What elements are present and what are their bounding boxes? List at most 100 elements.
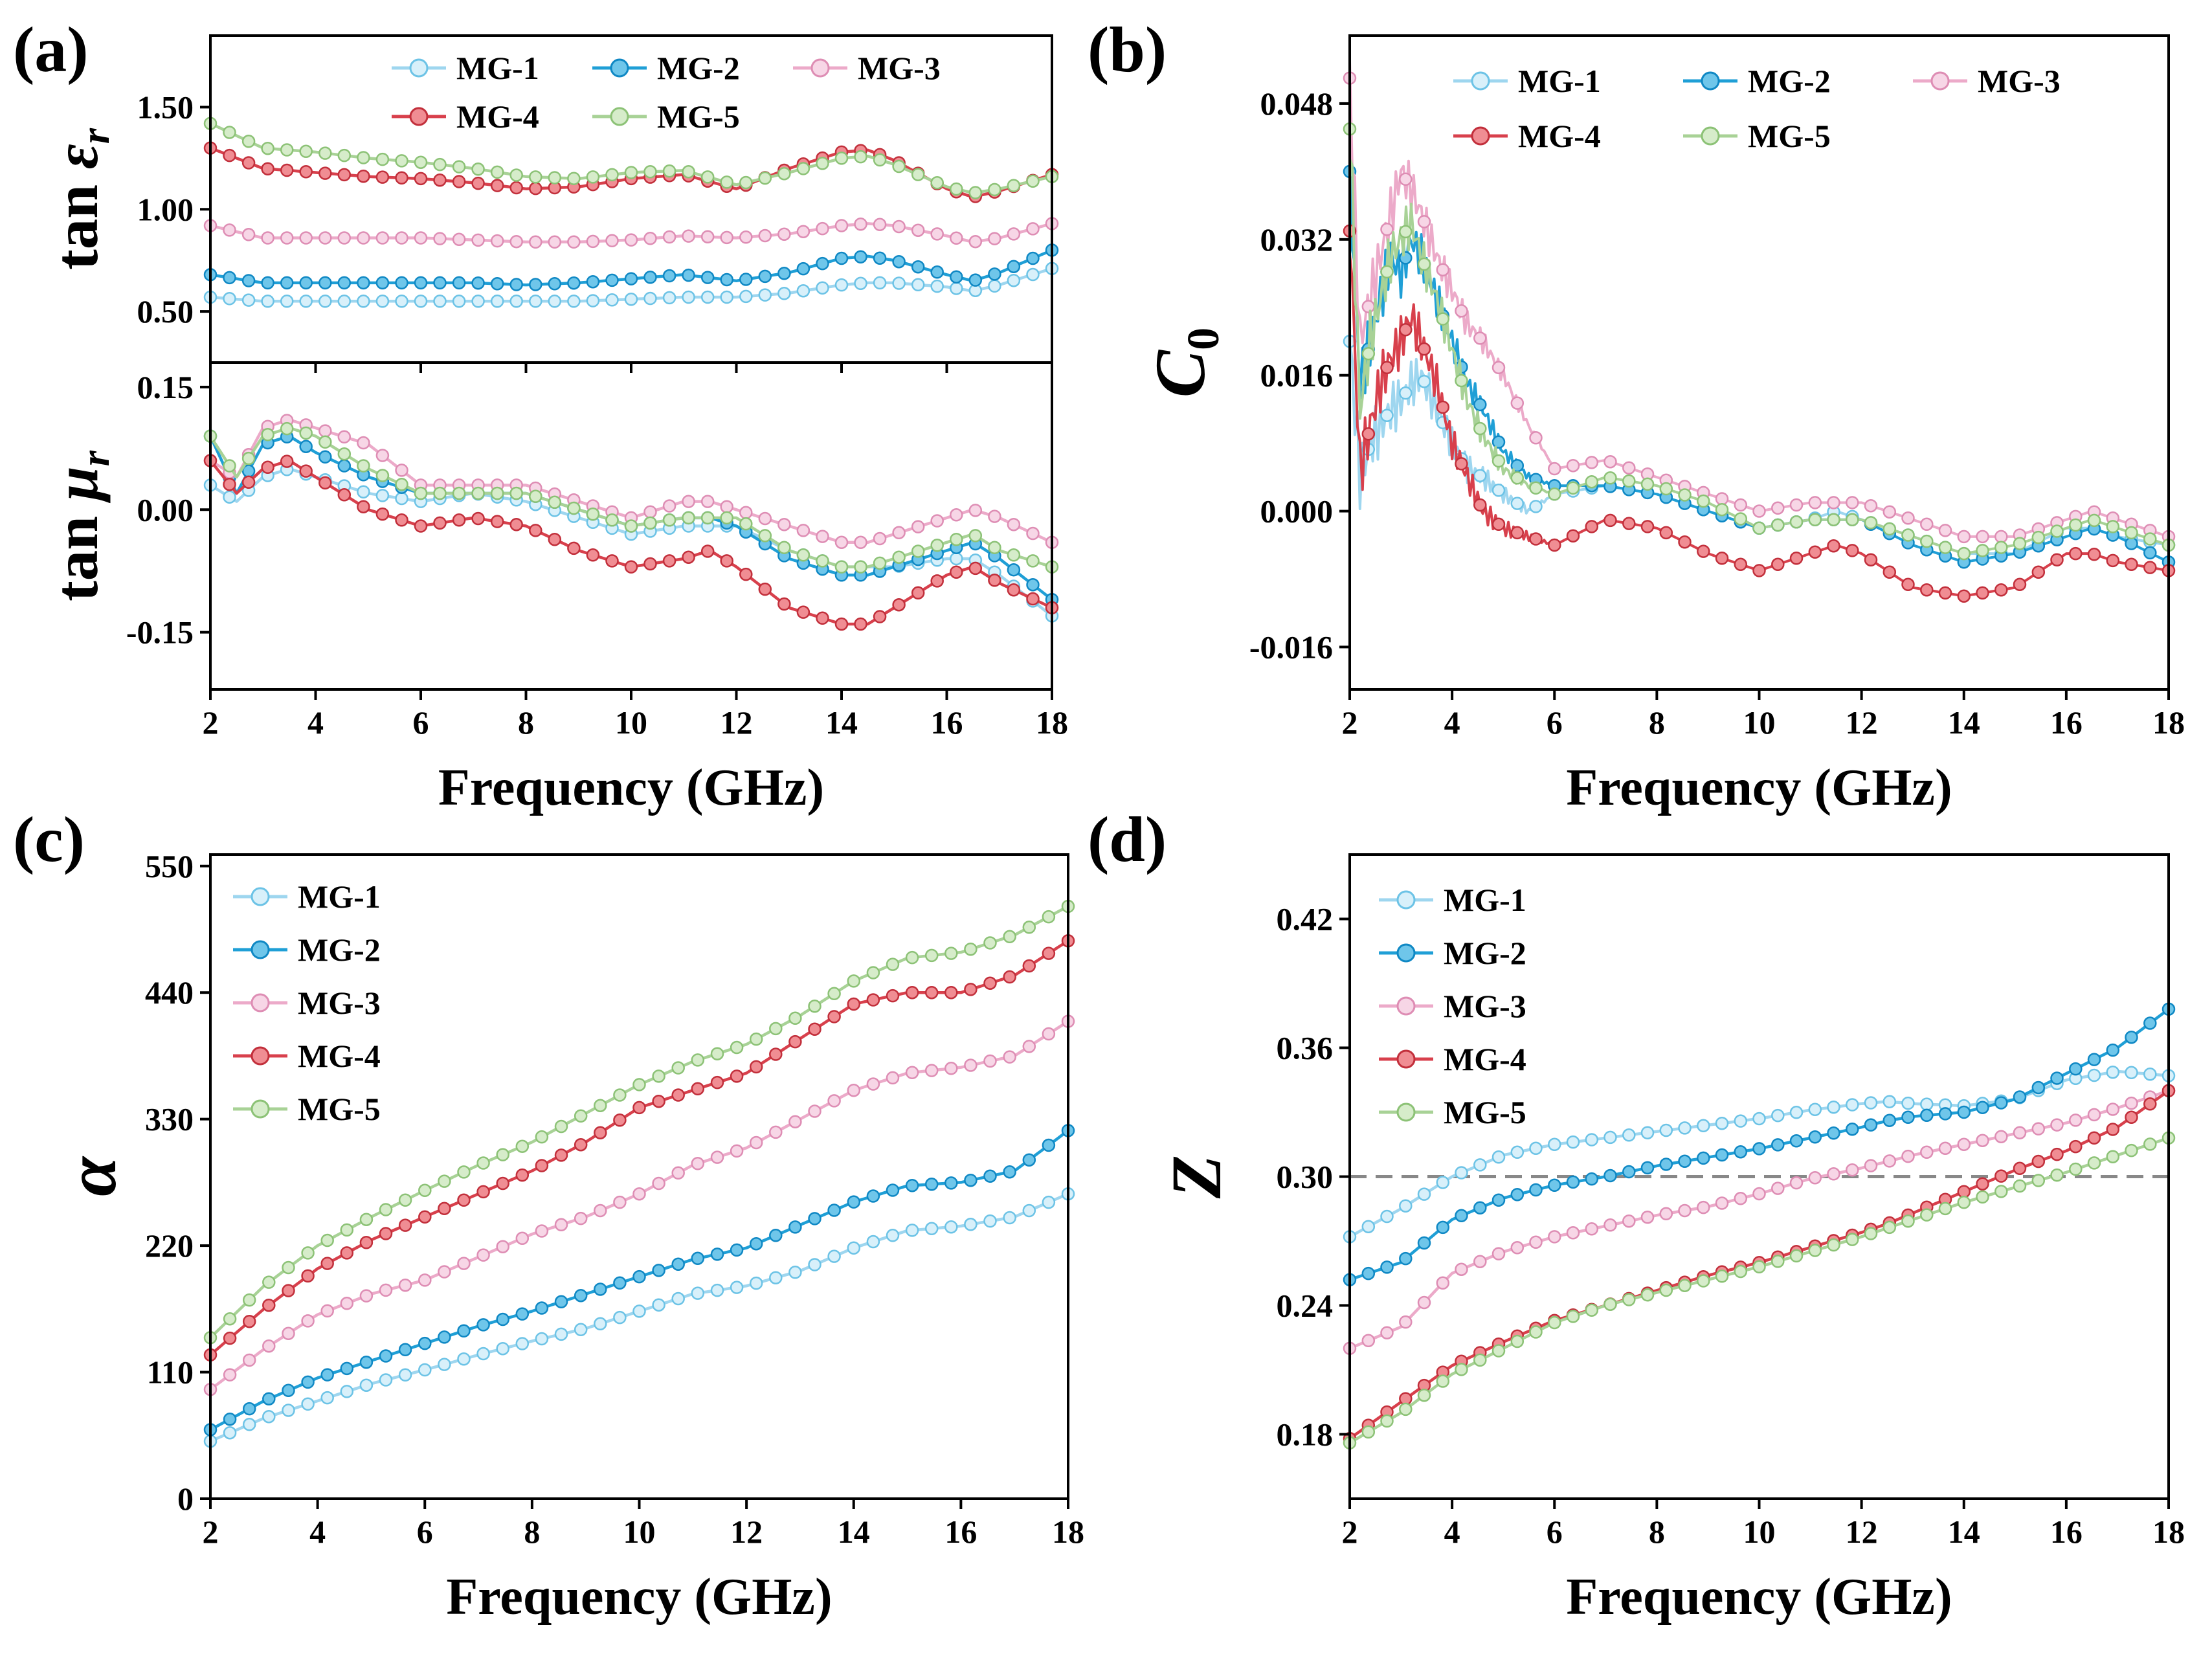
data-point bbox=[357, 459, 370, 473]
data-point bbox=[476, 1185, 490, 1199]
data-point bbox=[320, 1233, 334, 1248]
data-point bbox=[988, 267, 1001, 281]
data-point bbox=[930, 514, 944, 528]
data-point bbox=[605, 293, 619, 307]
legend-label: MG-3 bbox=[1444, 988, 1526, 1024]
data-point bbox=[1882, 565, 1897, 579]
data-point bbox=[515, 1231, 530, 1246]
data-point bbox=[1957, 1137, 1971, 1152]
data-point bbox=[2050, 1147, 2064, 1161]
y-tick-label: 0.50 bbox=[137, 293, 194, 330]
x-tick-label: 12 bbox=[1846, 704, 1878, 741]
data-point bbox=[1436, 1220, 1450, 1235]
legend-label: MG-3 bbox=[1978, 63, 2061, 99]
data-point bbox=[452, 513, 466, 527]
legend-entry-mg-3: MG-3 bbox=[793, 50, 941, 86]
y-axis-title-z: Z bbox=[1157, 1155, 1236, 1199]
data-point bbox=[1846, 1098, 1859, 1112]
legend-entry-mg-3: MG-3 bbox=[1379, 988, 1526, 1024]
data-point bbox=[758, 171, 772, 185]
data-point bbox=[567, 541, 581, 555]
data-point bbox=[749, 1060, 763, 1074]
data-point bbox=[567, 235, 581, 249]
data-point bbox=[1882, 505, 1897, 519]
data-point bbox=[968, 504, 983, 517]
data-point bbox=[1752, 1187, 1766, 1201]
x-tick-label: 4 bbox=[1444, 704, 1460, 741]
data-point bbox=[710, 1283, 724, 1297]
data-point bbox=[1752, 1260, 1766, 1274]
data-point bbox=[375, 469, 390, 482]
data-point bbox=[1640, 1126, 1655, 1139]
legend-marker bbox=[1396, 1102, 1416, 1122]
data-point bbox=[1994, 583, 2008, 597]
data-point bbox=[1678, 535, 1692, 549]
data-point bbox=[438, 1202, 451, 1216]
x-tick-label: 14 bbox=[1948, 1514, 1980, 1550]
y-tick-label: 0.24 bbox=[1277, 1288, 1334, 1324]
ylabel-subscript: r bbox=[74, 128, 118, 144]
data-point bbox=[223, 490, 236, 504]
data-point bbox=[613, 1088, 627, 1102]
data-point bbox=[1771, 1138, 1785, 1152]
data-point bbox=[2069, 1062, 2083, 1076]
series-line bbox=[209, 1020, 1069, 1391]
data-point bbox=[299, 144, 313, 159]
data-point bbox=[318, 146, 332, 160]
data-point bbox=[1003, 1211, 1016, 1225]
data-point bbox=[1399, 386, 1413, 400]
data-point bbox=[359, 1355, 374, 1369]
legend-marker bbox=[409, 107, 429, 126]
data-point bbox=[1436, 1276, 1450, 1290]
data-point bbox=[1510, 471, 1525, 485]
data-point bbox=[1846, 513, 1859, 526]
data-point bbox=[299, 440, 313, 453]
data-point bbox=[535, 1224, 549, 1238]
data-point bbox=[1957, 530, 1971, 544]
data-point bbox=[357, 276, 370, 290]
data-point bbox=[1920, 1208, 1934, 1222]
data-point bbox=[476, 1248, 490, 1262]
data-point bbox=[1734, 557, 1748, 572]
data-point bbox=[834, 151, 849, 165]
data-point bbox=[414, 231, 428, 245]
data-point bbox=[1640, 520, 1655, 533]
data-point bbox=[1734, 1192, 1748, 1205]
data-point bbox=[886, 989, 900, 1003]
data-point bbox=[2050, 553, 2064, 566]
data-point bbox=[535, 1159, 549, 1172]
data-point bbox=[1455, 374, 1468, 388]
x-tick-label: 18 bbox=[1036, 704, 1068, 741]
data-point bbox=[1938, 541, 1952, 554]
data-point bbox=[930, 574, 944, 588]
data-point bbox=[911, 544, 925, 558]
data-point bbox=[433, 173, 447, 187]
data-point bbox=[535, 1301, 549, 1315]
data-point bbox=[847, 1195, 861, 1209]
data-point bbox=[318, 231, 332, 245]
y-tick-label: 110 bbox=[147, 1354, 194, 1391]
data-point bbox=[490, 277, 504, 291]
data-point bbox=[1436, 1176, 1450, 1189]
x-axis-title: Frequency (GHz) bbox=[1566, 1569, 1952, 1626]
data-point bbox=[375, 276, 390, 290]
data-point bbox=[282, 1404, 295, 1417]
data-point bbox=[983, 936, 997, 950]
data-point bbox=[827, 1249, 841, 1263]
data-point bbox=[548, 277, 562, 291]
data-point bbox=[691, 1286, 705, 1300]
data-point bbox=[457, 1352, 471, 1366]
data-point bbox=[1473, 1158, 1487, 1172]
data-point bbox=[886, 1183, 900, 1197]
data-point bbox=[2069, 1162, 2083, 1176]
data-point bbox=[318, 476, 332, 490]
data-point bbox=[496, 1148, 509, 1161]
data-point bbox=[529, 278, 542, 291]
data-point bbox=[1994, 530, 2008, 544]
data-point bbox=[1771, 1108, 1785, 1123]
data-point bbox=[2125, 526, 2138, 540]
data-point bbox=[1455, 1262, 1468, 1276]
data-point bbox=[643, 557, 657, 571]
data-point bbox=[624, 166, 638, 179]
data-point bbox=[847, 1083, 861, 1097]
